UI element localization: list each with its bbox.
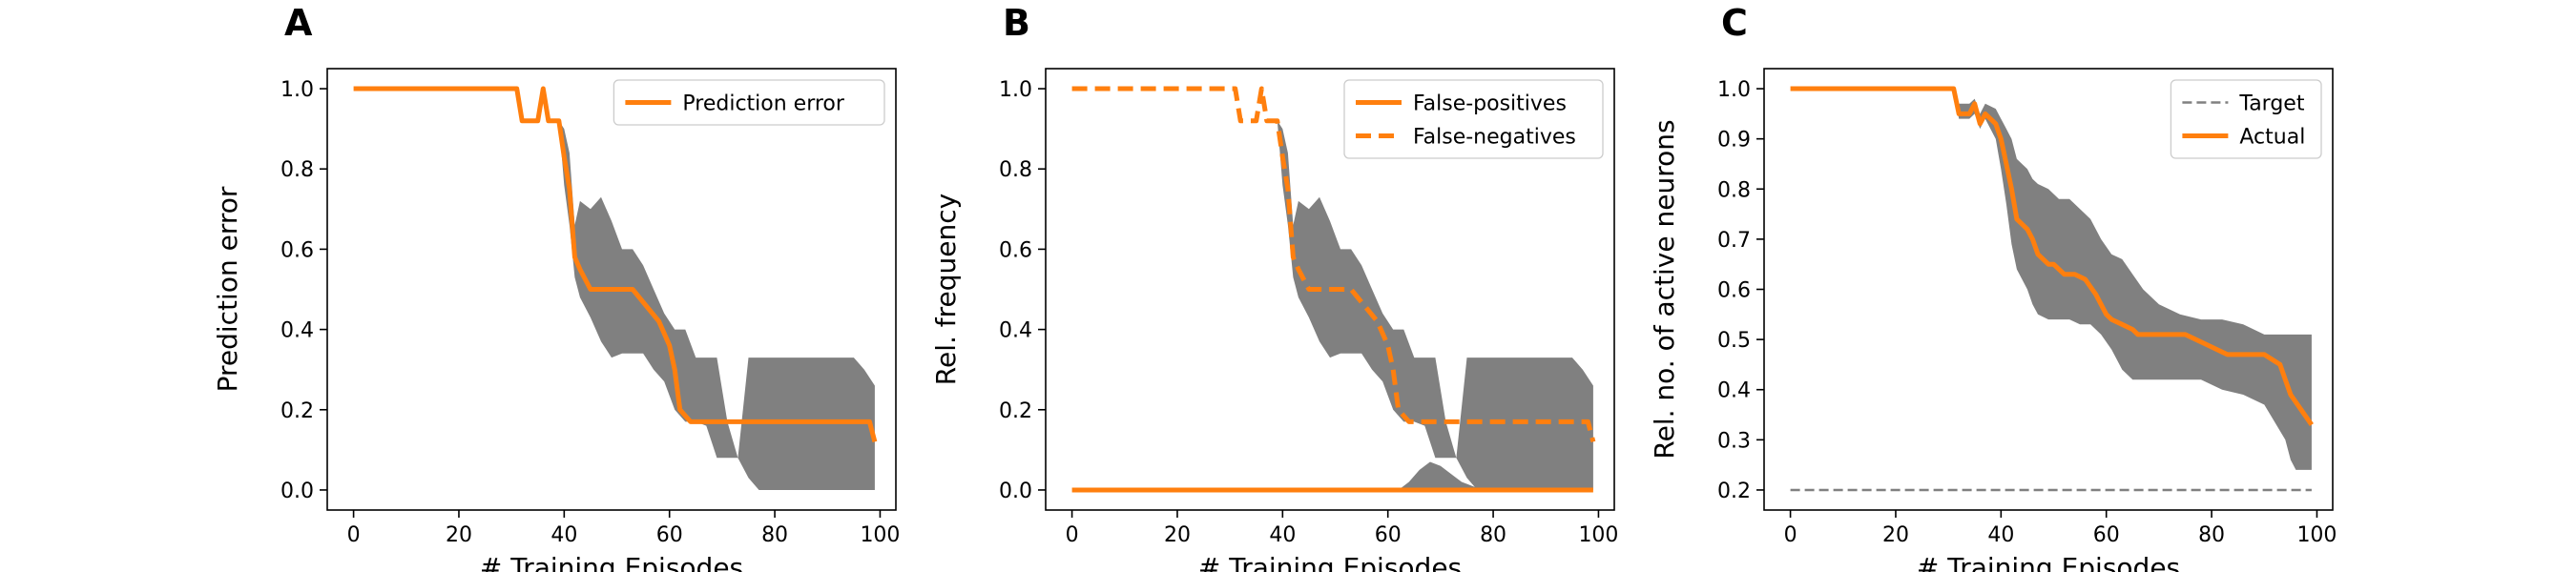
legend-box [1343,79,1604,159]
uncertainty-band [1790,89,2312,470]
x-tick-label: 20 [1882,523,1909,547]
y-tick-label: 0.7 [1717,229,1751,253]
legend: Prediction error [613,79,885,126]
series-line-actual [1790,86,2314,427]
y-axis-label: Prediction error [212,186,243,392]
y-tick-label: 1.0 [1717,78,1751,102]
y-tick-label: 0.0 [999,480,1032,503]
x-tick-label: 20 [446,523,472,547]
panel-b: B 0 20 40 60 80 100 0.0 0.2 0.4 0.6 0.8 1.0 # Trainin… [930,2,1618,572]
legend-label: Prediction error [682,92,844,116]
legend-box [2170,79,2322,159]
panel-a: A 0 20 40 60 80 100 0.0 0.2 0.4 0.6 0.8 1.0 # Trainin… [212,2,900,572]
y-tick-label: 0.0 [280,480,314,503]
y-tick-label: 0.3 [1717,429,1751,453]
x-tick-label: 40 [1987,523,2014,547]
plot-area [353,86,878,490]
legend-label: False-negatives [1413,126,1576,150]
legend-label: Actual [2239,126,2305,150]
legend: False-positives False-negatives [1343,79,1604,159]
x-tick-label: 100 [860,523,900,547]
x-tick-label: 80 [761,523,788,547]
x-tick-label: 80 [1480,523,1506,547]
plot-area [1790,86,2314,492]
panel-letter: B [1003,2,1030,44]
legend: Target Actual [2170,79,2322,159]
y-tick-label: 0.5 [1717,329,1751,353]
x-axis-label: # Training Episodes [1198,552,1462,572]
x-tick-label: 0 [1066,523,1079,547]
legend-label: Target [2238,92,2304,116]
x-tick-label: 60 [1375,523,1402,547]
y-tick-label: 0.4 [280,319,314,343]
legend-box [613,79,885,126]
y-tick-label: 0.4 [1717,379,1751,403]
axes-frame [1045,68,1615,511]
plot-area [1071,86,1596,493]
x-tick-label: 40 [1269,523,1296,547]
x-tick-label: 60 [656,523,683,547]
y-tick-label: 1.0 [999,78,1032,102]
y-tick-label: 0.9 [1717,129,1751,153]
panel-letter: A [284,2,313,44]
y-tick-label: 0.6 [999,238,1032,262]
y-tick-label: 0.4 [999,319,1032,343]
series-line-prediction-error [353,86,878,443]
y-tick-label: 0.2 [999,399,1032,423]
x-tick-label: 20 [1164,523,1191,547]
x-tick-label: 40 [551,523,577,547]
x-tick-label: 100 [1578,523,1618,547]
y-tick-label: 0.6 [280,238,314,262]
x-tick-label: 60 [2093,523,2120,547]
panel-c: C 0 20 40 60 80 100 0.2 0.3 0.4 0.5 0.6 0.7 0.8 0.9 1.0… [1649,2,2337,572]
legend-label: False-positives [1413,92,1567,116]
x-tick-label: 100 [2296,523,2337,547]
panel-letter: C [1721,2,1748,44]
x-tick-label: 0 [347,523,361,547]
y-tick-label: 0.6 [1717,279,1751,303]
series-line-false-negatives [1071,86,1596,443]
y-tick-label: 0.2 [1717,480,1751,503]
x-axis-label: # Training Episodes [1917,552,2180,572]
y-tick-label: 0.8 [280,158,314,182]
x-axis-label: # Training Episodes [480,552,743,572]
y-axis-label: Rel. no. of active neurons [1649,119,1680,459]
axes-frame [326,68,897,511]
y-tick-label: 0.8 [999,158,1032,182]
y-tick-label: 0.2 [280,399,314,423]
y-axis-label: Rel. frequency [930,194,962,385]
x-tick-label: 80 [2198,523,2225,547]
uncertainty-band [1071,461,1593,490]
y-tick-label: 1.0 [280,78,314,102]
x-tick-label: 0 [1784,523,1797,547]
y-tick-label: 0.8 [1717,178,1751,202]
